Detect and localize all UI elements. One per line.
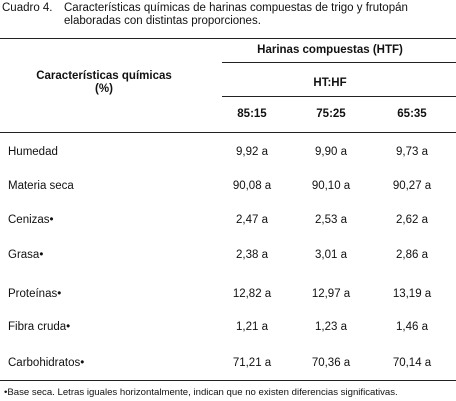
- rule: [222, 96, 456, 97]
- cell: 2,53 a: [315, 214, 347, 226]
- cell: 9,92 a: [236, 146, 268, 158]
- cell: 1,23 a: [315, 321, 347, 333]
- cell: 90,27 a: [392, 180, 432, 192]
- column-header: 85:15: [237, 108, 267, 120]
- row-label: Cenizas•: [8, 214, 54, 226]
- cell: 1,21 a: [236, 321, 268, 333]
- cell: 12,97 a: [311, 288, 351, 300]
- rule: [0, 132, 456, 133]
- cell: 90,10 a: [311, 180, 351, 192]
- cell: 3,01 a: [315, 249, 347, 261]
- cell: 9,90 a: [315, 146, 347, 158]
- cell: 2,38 a: [236, 249, 268, 261]
- rule: [222, 62, 456, 63]
- cell: 71,21 a: [232, 357, 272, 369]
- cell: 13,19 a: [392, 288, 432, 300]
- cell: 70,36 a: [311, 357, 351, 369]
- caption-text: elaboradas con distintas proporciones.: [64, 15, 261, 27]
- caption-label: Cuadro 4.: [2, 2, 53, 14]
- row-label: Grasa•: [8, 249, 44, 261]
- sub-header: HT:HF: [313, 77, 347, 89]
- cell: 2,62 a: [396, 214, 428, 226]
- row-header: (%): [95, 83, 113, 95]
- rule: [0, 380, 456, 381]
- cell: 9,73 a: [396, 146, 428, 158]
- cell: 1,46 a: [396, 321, 428, 333]
- cell: 2,47 a: [236, 214, 268, 226]
- footnote: •Base seca. Letras iguales horizontalmen…: [4, 387, 398, 398]
- row-label: Materia seca: [8, 180, 74, 192]
- column-header: 75:25: [316, 108, 346, 120]
- caption-text: Características químicas de harinas comp…: [64, 2, 408, 14]
- cell: 90,08 a: [232, 180, 272, 192]
- row-label: Humedad: [8, 146, 58, 158]
- group-header: Harinas compuestas (HTF): [257, 44, 403, 56]
- rule: [0, 38, 456, 39]
- row-header: Características químicas: [36, 70, 172, 82]
- row-label: Carbohidratos•: [8, 357, 85, 369]
- row-label: Proteínas•: [8, 288, 62, 300]
- column-header: 65:35: [397, 108, 427, 120]
- cell: 70,14 a: [392, 357, 432, 369]
- cell: 2,86 a: [396, 249, 428, 261]
- cell: 12,82 a: [232, 288, 272, 300]
- row-label: Fibra cruda•: [8, 321, 71, 333]
